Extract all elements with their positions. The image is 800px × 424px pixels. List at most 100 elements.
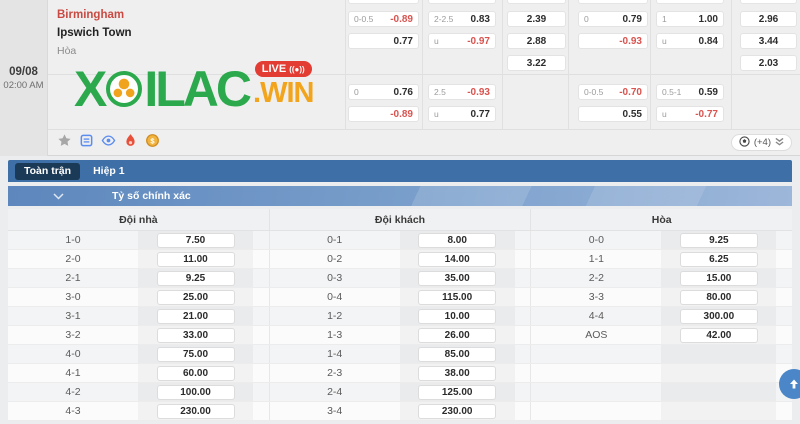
cutoff-odds-box xyxy=(740,0,797,4)
score-odds-box[interactable]: 8.00 xyxy=(418,232,497,248)
score-label: 2-4 xyxy=(327,386,343,398)
live-label: LIVE xyxy=(261,63,287,75)
score-group-cell xyxy=(530,383,792,401)
score-odds-box[interactable]: 60.00 xyxy=(156,365,235,381)
tab-full-match[interactable]: Toàn trận xyxy=(15,162,81,180)
score-odds-box[interactable]: 7.50 xyxy=(156,232,235,248)
score-table-row: 4-2 100.00 2-4 125.00 xyxy=(8,383,792,402)
odds-cell[interactable]: 0.77 xyxy=(348,33,419,49)
score-label: 3-1 xyxy=(65,310,81,322)
logo-letter-x: X xyxy=(74,61,107,117)
coin-dollar-icon[interactable]: $ xyxy=(145,133,160,148)
score-odds-box[interactable]: 6.25 xyxy=(679,251,758,267)
score-group-cell xyxy=(530,345,792,363)
divider xyxy=(568,0,569,130)
score-odds-box[interactable]: 11.00 xyxy=(156,251,235,267)
more-markets-button[interactable]: (+4) xyxy=(730,134,792,151)
score-group-cell: 2-4 125.00 xyxy=(268,383,531,401)
odds-value: -0.89 xyxy=(390,13,413,25)
score-odds-band: 35.00 xyxy=(400,269,515,287)
score-group-cell: 4-1 60.00 xyxy=(8,364,269,382)
score-odds-box[interactable]: 80.00 xyxy=(679,289,758,305)
score-odds-box[interactable]: 14.00 xyxy=(418,251,497,267)
score-odds-box[interactable]: 26.00 xyxy=(418,327,497,343)
odds-cell[interactable]: -0.93 xyxy=(578,33,648,49)
away-team-name[interactable]: Ipswich Town xyxy=(57,27,132,39)
score-odds-box[interactable]: 42.00 xyxy=(679,327,758,343)
score-odds-box[interactable]: 230.00 xyxy=(418,403,497,419)
score-odds-box[interactable]: 9.25 xyxy=(156,270,235,286)
odds-cell[interactable]: 0 0.76 xyxy=(348,84,419,100)
odds-cell[interactable]: 3.22 xyxy=(507,55,566,71)
odds-cell[interactable]: 0-0.5 -0.89 xyxy=(348,11,419,27)
scroll-to-top-button[interactable] xyxy=(779,369,800,399)
score-group-cell: 1-1 6.25 xyxy=(530,250,792,268)
odds-value: -0.97 xyxy=(467,35,490,47)
logo-right-column: LIVE ((●)) .WIN xyxy=(253,61,314,108)
odds-cell[interactable]: 0-0.5 -0.70 xyxy=(578,84,648,100)
odds-line-label: 0-0.5 xyxy=(584,87,604,97)
score-odds-box[interactable]: 300.00 xyxy=(679,308,758,324)
odds-cell[interactable]: 1 1.00 xyxy=(656,11,724,27)
score-odds-box[interactable]: 25.00 xyxy=(156,289,235,305)
score-odds-box[interactable]: 125.00 xyxy=(418,384,497,400)
odds-cell[interactable]: 0.5-1 0.59 xyxy=(656,84,724,100)
score-table-row: 1-0 7.50 0-1 8.00 0-0 9.25 xyxy=(8,231,792,250)
score-odds-box[interactable]: 75.00 xyxy=(156,346,235,362)
score-odds-band: 10.00 xyxy=(400,307,515,325)
hot-flame-icon[interactable] xyxy=(123,133,138,148)
odds-cell[interactable]: 2-2.5 0.83 xyxy=(428,11,496,27)
favorite-star-icon[interactable] xyxy=(57,133,72,148)
odds-cell[interactable]: 0 0.79 xyxy=(578,11,648,27)
odds-value: 0.59 xyxy=(698,86,718,98)
score-odds-box[interactable]: 35.00 xyxy=(418,270,497,286)
odds-cell[interactable]: 3.44 xyxy=(740,33,797,49)
correct-score-section-header[interactable]: Tỷ số chính xác xyxy=(8,186,792,206)
home-team-name[interactable]: Birmingham xyxy=(57,9,125,21)
score-odds-box[interactable]: 15.00 xyxy=(679,270,758,286)
logo-letters-ilac: ILAC xyxy=(144,61,252,117)
score-odds-box[interactable]: 115.00 xyxy=(418,289,497,305)
odds-cell[interactable]: u 0.84 xyxy=(656,33,724,49)
score-odds-box[interactable]: 9.25 xyxy=(679,232,758,248)
odds-cell[interactable]: 0.55 xyxy=(578,106,648,122)
odds-value: 2.96 xyxy=(758,13,779,25)
score-odds-box[interactable]: 33.00 xyxy=(156,327,235,343)
score-table-row: 2-0 11.00 0-2 14.00 1-1 6.25 xyxy=(8,250,792,269)
more-markets-count: (+4) xyxy=(753,137,771,148)
score-table-row: 4-1 60.00 2-3 38.00 xyxy=(8,364,792,383)
bet-slip-icon[interactable] xyxy=(79,133,94,148)
odds-cell[interactable]: 2.5 -0.93 xyxy=(428,84,496,100)
watch-eye-icon[interactable] xyxy=(101,133,116,148)
team-names: Birmingham Ipswich Town Hòa xyxy=(57,9,132,57)
score-odds-band: 300.00 xyxy=(661,307,776,325)
score-odds-box[interactable]: 100.00 xyxy=(156,384,235,400)
score-label: 0-0 xyxy=(588,234,604,246)
odds-value: 3.44 xyxy=(758,35,779,47)
score-odds-box[interactable]: 85.00 xyxy=(418,346,497,362)
score-label: 3-3 xyxy=(588,291,604,303)
score-odds-box[interactable]: 38.00 xyxy=(418,365,497,381)
score-label: 0-4 xyxy=(327,291,343,303)
odds-cell[interactable]: 2.96 xyxy=(740,11,797,27)
score-group-cell: 3-3 80.00 xyxy=(530,288,792,306)
score-label: 1-4 xyxy=(327,348,343,360)
divider xyxy=(48,129,800,130)
odds-cell[interactable]: u 0.77 xyxy=(428,106,496,122)
score-odds-box[interactable]: 230.00 xyxy=(156,403,235,419)
odds-cell[interactable]: -0.89 xyxy=(348,106,419,122)
odds-cell[interactable]: u -0.97 xyxy=(428,33,496,49)
score-label: 0-2 xyxy=(327,253,343,265)
tab-first-half[interactable]: Hiệp 1 xyxy=(93,165,125,177)
score-label: AOS xyxy=(585,329,608,341)
svg-text:$: $ xyxy=(150,136,155,145)
score-odds-box[interactable]: 21.00 xyxy=(156,308,235,324)
score-odds-box[interactable]: 10.00 xyxy=(418,308,497,324)
odds-cell[interactable]: 2.03 xyxy=(740,55,797,71)
odds-value: -0.93 xyxy=(619,35,642,47)
score-odds-band: 75.00 xyxy=(138,345,253,363)
odds-cell[interactable]: 2.39 xyxy=(507,11,566,27)
odds-line-label: 0 xyxy=(354,87,359,97)
odds-cell[interactable]: u -0.77 xyxy=(656,106,724,122)
odds-cell[interactable]: 2.88 xyxy=(507,33,566,49)
